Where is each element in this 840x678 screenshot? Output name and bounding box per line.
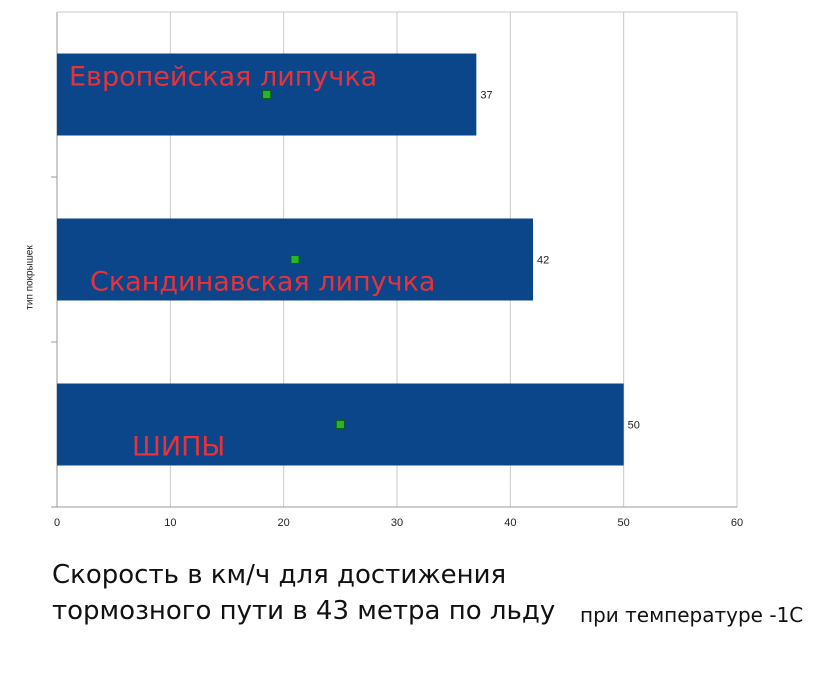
data-label: 50: [628, 420, 640, 432]
chart-caption-line-2: тормозного пути в 43 метра по льду: [52, 596, 556, 626]
x-tick-label: 60: [731, 517, 743, 529]
bar-midpoint-marker: [262, 90, 272, 99]
x-tick-label: 40: [504, 517, 516, 529]
x-tick-label: 10: [164, 517, 176, 529]
bar-midpoint-marker: [335, 420, 345, 429]
x-tick-label: 20: [278, 517, 290, 529]
category-label: ШИПЫ: [132, 432, 225, 463]
category-label: Европейская липучка: [69, 62, 377, 93]
x-tick-label: 50: [618, 517, 630, 529]
x-tick-label: 30: [391, 517, 403, 529]
chart-caption-line-1: Скорость в км/ч для достижения: [52, 560, 507, 590]
x-tick-label: 0: [54, 517, 60, 529]
data-label: 37: [480, 90, 492, 102]
bar-chart: 0 10 20 30 40 50 60 Европейская липучка 37 Сканди…: [51, 11, 743, 529]
bar-midpoint-marker: [290, 255, 300, 264]
temperature-note: при температуре -1С: [580, 603, 804, 627]
data-label: 42: [537, 255, 549, 267]
y-axis-label: тип покрышек: [24, 245, 36, 310]
category-label: Скандинавская липучка: [90, 267, 435, 298]
